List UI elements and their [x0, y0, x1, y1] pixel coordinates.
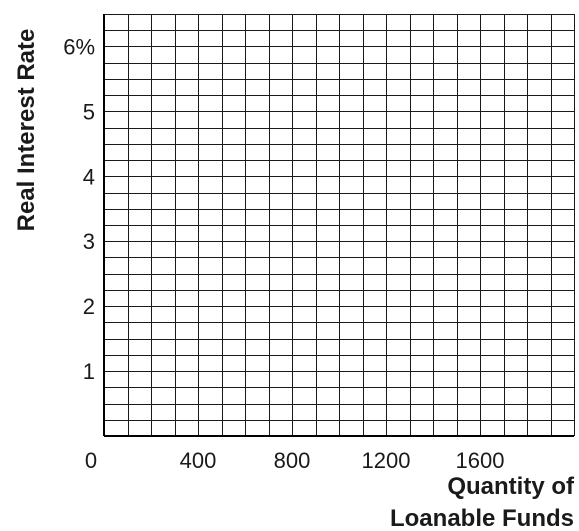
- x-tick-label-1: 400: [180, 448, 217, 473]
- x-tick-label-2: 800: [274, 448, 311, 473]
- x-axis-title-line-1: Quantity of: [447, 473, 575, 500]
- y-axis-title: Real Interest Rate: [13, 29, 40, 232]
- x-tick-labels: 0 400 800 1200 1600: [85, 448, 505, 473]
- y-tick-label-2: 3: [83, 229, 95, 254]
- axes: [103, 14, 574, 437]
- y-tick-labels: 1 2 3 4 5 6%: [63, 34, 95, 384]
- grid: [103, 13, 576, 438]
- y-tick-label-1: 2: [83, 294, 95, 319]
- x-tick-label-3: 1200: [362, 448, 411, 473]
- y-tick-label-4: 5: [83, 99, 95, 124]
- x-axis-title-line-2: Loanable Funds: [390, 505, 574, 531]
- y-tick-label-3: 4: [83, 164, 95, 189]
- y-tick-label-5: 6%: [63, 34, 95, 59]
- x-tick-label-0: 0: [85, 448, 97, 473]
- x-tick-label-4: 1600: [456, 448, 505, 473]
- y-tick-label-0: 1: [83, 359, 95, 384]
